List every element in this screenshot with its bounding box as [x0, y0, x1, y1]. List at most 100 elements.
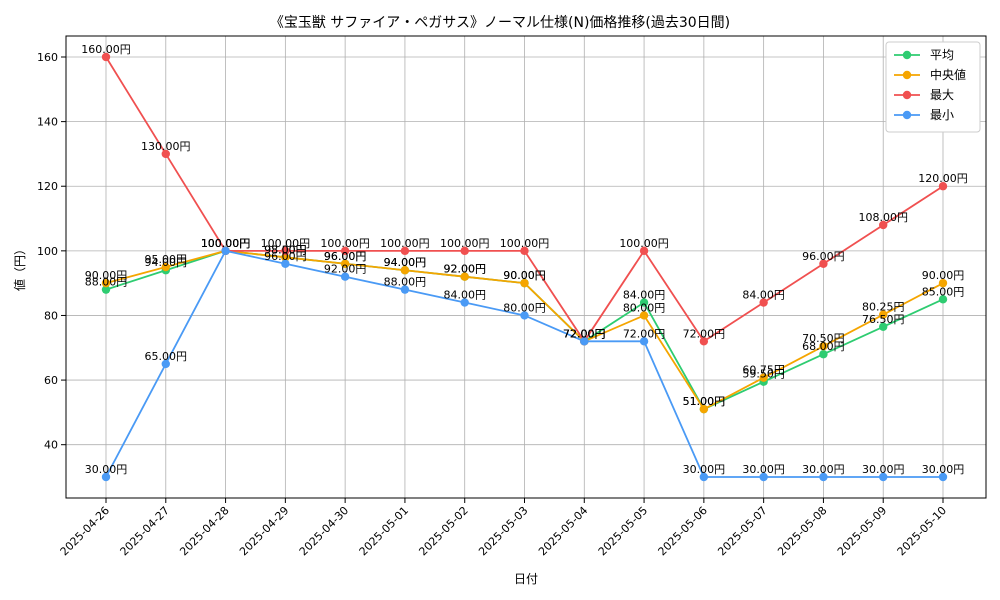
data-label: 94.00円 — [384, 256, 427, 269]
data-label: 92.00円 — [443, 263, 486, 276]
data-point — [879, 220, 888, 230]
x-tick-label: 2025-05-07 — [715, 504, 769, 558]
data-label: 30.00円 — [922, 463, 965, 476]
x-tick-label: 2025-05-04 — [536, 504, 590, 558]
x-tick-label: 2025-05-08 — [775, 504, 829, 558]
data-label: 80.00円 — [503, 301, 546, 314]
legend-item: 最小 — [894, 108, 954, 122]
data-point — [400, 246, 410, 256]
data-label: 51.00円 — [683, 395, 726, 408]
data-label: 94.00円 — [384, 256, 427, 269]
data-label: 100.00円 — [261, 237, 311, 250]
y-tick-label: 160 — [37, 51, 58, 64]
x-tick-label: 2025-04-29 — [237, 504, 291, 558]
data-label: 100.00円 — [201, 237, 251, 250]
legend-label: 中央値 — [930, 67, 966, 82]
data-point — [879, 310, 888, 319]
data-point — [938, 472, 948, 482]
x-axis: 2025-04-26 2025-04-27 2025-04-28 2025-04-29… — [58, 498, 949, 558]
data-label: 108.00円 — [858, 211, 908, 224]
data-label: 72.00円 — [683, 327, 726, 340]
data-label: 88.00円 — [384, 276, 427, 289]
data-point — [699, 337, 709, 346]
y-tick-label: 140 — [37, 116, 58, 129]
data-label: 30.00円 — [862, 463, 905, 476]
data-label: 100.00円 — [201, 237, 251, 250]
x-tick-label: 2025-05-09 — [835, 504, 889, 558]
data-label: 90.00円 — [85, 269, 128, 282]
legend-item: 平均 — [894, 48, 954, 62]
data-label: 60.75円 — [742, 364, 785, 377]
data-point — [759, 472, 768, 482]
data-label: 130.00円 — [141, 140, 191, 153]
data-point — [819, 472, 828, 482]
data-label: 65.00円 — [145, 350, 188, 363]
data-label: 84.00円 — [443, 289, 486, 302]
data-point — [938, 182, 948, 191]
x-axis-label: 日付 — [514, 572, 538, 586]
data-label: 96.00円 — [264, 250, 307, 263]
legend-label: 最小 — [930, 108, 954, 122]
data-label: 90.00円 — [503, 269, 546, 282]
legend-swatch-marker — [902, 50, 912, 60]
plot-frame — [65, 35, 987, 499]
data-label: 100.00円 — [619, 237, 669, 250]
data-point — [460, 246, 469, 256]
data-label: 70.50円 — [802, 332, 845, 345]
data-point — [639, 337, 649, 346]
data-point — [639, 298, 649, 307]
data-label: 120.00円 — [918, 172, 968, 185]
data-label: 98.00円 — [264, 243, 307, 256]
data-label: 59.50円 — [742, 368, 785, 381]
x-tick-label: 2025-05-06 — [656, 504, 710, 558]
data-point — [759, 298, 768, 307]
data-label: 88.00円 — [85, 276, 128, 289]
data-point — [520, 246, 529, 256]
y-tick-label: 100 — [37, 245, 58, 258]
data-point — [281, 246, 290, 256]
data-label: 68.00円 — [802, 340, 845, 353]
data-point — [101, 285, 111, 294]
data-point — [101, 472, 111, 482]
data-label: 72.00円 — [623, 327, 666, 340]
data-point — [819, 259, 828, 268]
y-tick-label: 40 — [44, 439, 58, 452]
data-point — [520, 311, 529, 320]
data-label: 30.00円 — [802, 463, 845, 476]
data-label: 100.00円 — [380, 237, 430, 250]
y-tick-label: 60 — [44, 374, 58, 387]
x-tick-label: 2025-04-27 — [118, 504, 172, 558]
data-label: 80.00円 — [623, 301, 666, 314]
data-point — [281, 259, 290, 268]
data-point — [639, 311, 649, 320]
data-point — [819, 341, 828, 351]
data-point — [938, 278, 948, 288]
data-label: 98.00円 — [264, 243, 307, 256]
y-tick-label: 80 — [44, 309, 58, 322]
legend-label: 最大 — [930, 88, 954, 102]
data-label: 92.00円 — [324, 263, 367, 276]
data-label: 85.00円 — [922, 285, 965, 298]
data-point — [699, 404, 709, 414]
data-point — [460, 272, 469, 281]
data-label: 30.00円 — [683, 463, 726, 476]
data-point — [161, 359, 170, 369]
data-point — [639, 246, 649, 256]
data-label: 100.00円 — [201, 237, 251, 250]
data-label: 160.00円 — [81, 43, 131, 56]
y-tick-label: 120 — [37, 180, 58, 193]
x-tick-label: 2025-05-10 — [895, 504, 949, 558]
legend-swatch-marker — [902, 90, 912, 100]
legend-item: 最大 — [894, 88, 954, 102]
data-point — [580, 337, 589, 346]
data-label: 96.00円 — [324, 250, 367, 263]
data-point — [221, 246, 230, 256]
data-point — [281, 253, 290, 262]
x-tick-label: 2025-04-26 — [58, 504, 112, 558]
data-label: 51.00円 — [683, 395, 726, 408]
x-tick-label: 2025-05-01 — [357, 504, 411, 558]
data-point — [699, 472, 709, 482]
data-point — [819, 350, 828, 359]
